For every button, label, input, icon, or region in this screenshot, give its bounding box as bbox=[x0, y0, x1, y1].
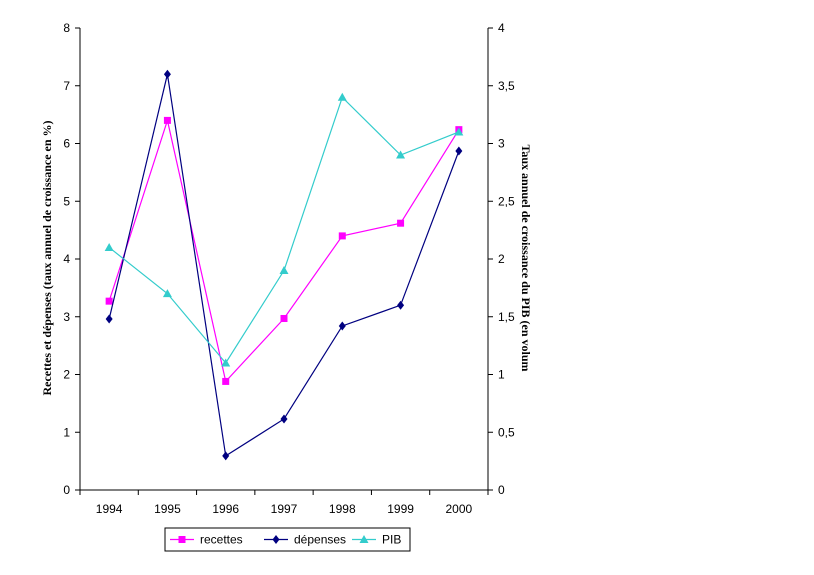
y-left-tick-label: 6 bbox=[63, 137, 70, 151]
y-left-tick-label: 4 bbox=[63, 252, 70, 266]
data-point-d-penses bbox=[280, 414, 288, 424]
y-left-tick-label: 0 bbox=[63, 483, 70, 497]
data-point-pib bbox=[221, 358, 231, 367]
y-right-tick-label: 0 bbox=[498, 483, 505, 497]
y-right-tick-label: 1,5 bbox=[498, 310, 515, 324]
x-tick-label: 2000 bbox=[446, 502, 473, 516]
data-point-recettes bbox=[163, 116, 171, 124]
y-right-tick-label: 0,5 bbox=[498, 425, 515, 439]
data-point-pib bbox=[454, 127, 464, 136]
legend-label-d-penses: dépenses bbox=[294, 533, 346, 547]
y-left-tick-label: 5 bbox=[63, 194, 70, 208]
y-left-tick-label: 8 bbox=[63, 21, 70, 35]
data-point-recettes bbox=[222, 377, 230, 385]
y-axis-right-title: Taux annuel de croissance du PIB (en vol… bbox=[519, 144, 533, 371]
data-point-recettes bbox=[280, 314, 288, 322]
x-tick-label: 1999 bbox=[387, 502, 414, 516]
y-right-tick-label: 3 bbox=[498, 137, 505, 151]
data-point-pib bbox=[337, 92, 347, 101]
legend-label-recettes: recettes bbox=[200, 533, 243, 547]
axes bbox=[75, 27, 493, 495]
data-point-d-penses bbox=[105, 314, 113, 324]
data-point-d-penses bbox=[163, 69, 171, 79]
data-point-d-penses bbox=[397, 300, 405, 310]
data-point-pib bbox=[279, 266, 289, 275]
data-point-pib bbox=[104, 242, 114, 251]
legend-marker-d-penses bbox=[272, 535, 280, 544]
data-point-d-penses bbox=[455, 146, 463, 156]
y-axis-left-title: Recettes et dépenses (taux annuel de cro… bbox=[40, 120, 54, 395]
y-left-tick-label: 2 bbox=[63, 368, 70, 382]
y-left-tick-label: 1 bbox=[63, 425, 70, 439]
data-point-recettes bbox=[338, 232, 346, 240]
y-right-tick-label: 2,5 bbox=[498, 194, 515, 208]
y-right-tick-label: 4 bbox=[498, 21, 505, 35]
series-line-d-penses bbox=[108, 74, 460, 457]
data-point-pib bbox=[396, 150, 406, 159]
legend-label-pib: PIB bbox=[382, 533, 401, 547]
data-point-recettes bbox=[397, 219, 405, 227]
data-point-recettes bbox=[105, 297, 113, 305]
series-line-recettes bbox=[108, 118, 460, 383]
x-tick-label: 1994 bbox=[96, 502, 123, 516]
series-lines bbox=[104, 69, 464, 461]
x-tick-label: 1998 bbox=[329, 502, 356, 516]
y-right-tick-label: 1 bbox=[498, 368, 505, 382]
y-right-tick-label: 2 bbox=[498, 252, 505, 266]
tick-labels: 0 1 2 3 4 5 6 7 8 0 0,5 1 1,5 2 2,5 3 3,5 4 1994 1995 1996 19… bbox=[63, 21, 515, 516]
x-tick-label: 1997 bbox=[271, 502, 298, 516]
legend-marker-pib bbox=[359, 535, 369, 543]
data-point-pib bbox=[162, 289, 172, 298]
y-left-tick-label: 7 bbox=[63, 79, 70, 93]
y-left-tick-label: 3 bbox=[63, 310, 70, 324]
data-point-d-penses bbox=[338, 321, 346, 331]
x-tick-label: 1995 bbox=[154, 502, 181, 516]
y-right-tick-label: 3,5 bbox=[498, 79, 515, 93]
legend-marker-recettes bbox=[178, 536, 186, 543]
legend: recettes dépenses PIB bbox=[164, 527, 411, 552]
data-point-d-penses bbox=[222, 451, 230, 461]
x-tick-label: 1996 bbox=[212, 502, 239, 516]
